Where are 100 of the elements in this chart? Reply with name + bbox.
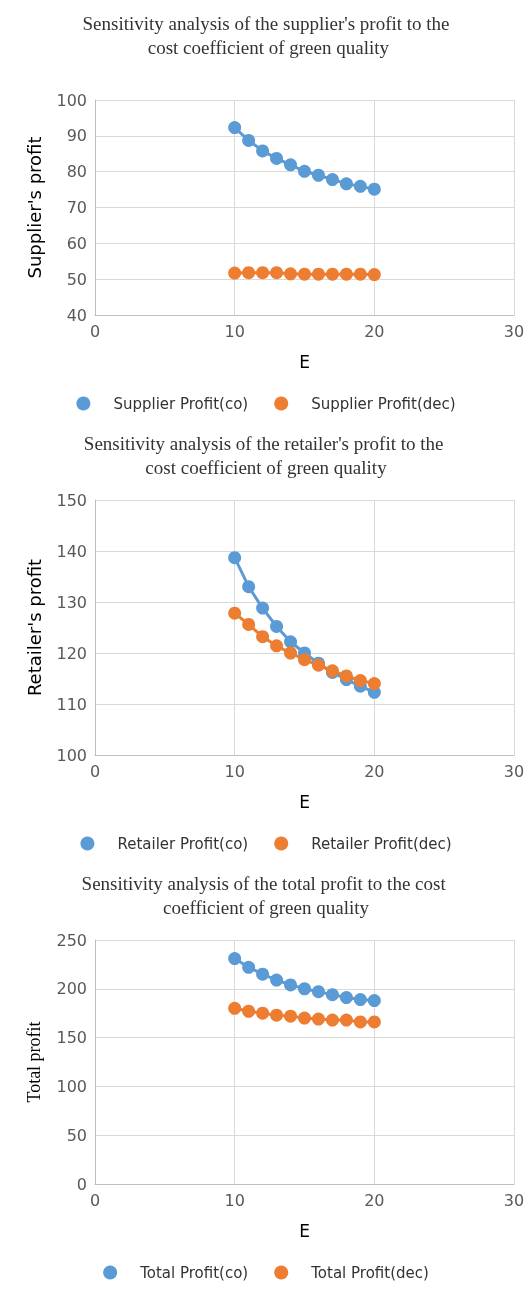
x-tick-label: 10 [224,321,245,341]
x-axis-title: E [299,1220,310,1241]
point [270,1008,284,1022]
point [311,267,325,281]
y-tick-label: 0 [76,1174,87,1194]
point [367,994,381,1008]
point [353,993,367,1007]
point [339,177,353,191]
point [284,646,298,660]
point [228,551,242,565]
point [242,266,256,280]
y-tick-label: 60 [66,233,87,253]
point [367,1015,381,1029]
point [242,133,256,147]
chart-title: Sensitivity analysis of the supplier's profit to the cost coefficient of green quality [82,12,450,58]
point [256,601,270,615]
point [339,991,353,1005]
point [284,978,298,992]
x-axis-title: E [299,351,310,372]
y-tick-label: 130 [56,592,87,612]
legend-label: Total Profit(co) [139,1263,249,1282]
chart-title: Sensitivity analysis of the total profit to the cost coefficient of green quality [81,872,451,918]
point [256,144,270,158]
y-tick-label: 90 [66,126,87,146]
x-tick-label: 30 [503,1190,525,1210]
x-tick-label: 10 [224,1190,245,1210]
y-axis-title: Retailer's profit [23,558,45,697]
x-tick-label: 20 [364,1190,385,1210]
y-tick-label: 40 [66,305,87,325]
point [339,1013,353,1027]
legend-label: Retailer Profit(co) [117,834,249,853]
point [339,267,353,281]
y-tick-label: 100 [56,90,87,110]
y-tick-label: 70 [66,198,87,217]
point [228,121,242,135]
point [242,580,256,594]
y-axis-title: Total profit [24,1021,44,1103]
point [325,1013,339,1027]
x-tick-label: 30 [503,321,525,341]
point [367,268,381,281]
point [367,677,381,691]
point [256,630,270,644]
point [325,267,339,281]
point [284,635,298,649]
x-tick-label: 20 [364,321,385,341]
y-tick-label: 80 [66,162,87,182]
legend-label: Supplier Profit(dec) [311,394,456,413]
point [325,173,339,187]
point [270,973,284,987]
point [353,1015,367,1029]
point [353,674,367,688]
x-axis-title: E [299,791,310,812]
point [256,266,270,280]
chart-title: Sensitivity analysis of the retailer's profit to the cost coefficient of green quality [83,432,449,478]
y-tick-label: 250 [56,930,87,950]
point [228,606,242,620]
point [284,158,298,172]
x-tick-label: 0 [89,1190,101,1210]
point [242,617,256,631]
point [270,266,284,280]
point [353,179,367,193]
point [339,669,353,683]
point [228,1001,242,1015]
y-tick-label: 50 [66,269,87,289]
point [270,151,284,165]
y-tick-label: 110 [56,694,87,714]
point [256,1006,270,1020]
point [367,182,381,196]
y-tick-label: 100 [56,745,87,765]
x-tick-label: 20 [364,761,385,781]
legend-label: Retailer Profit(dec) [311,834,452,853]
point [284,1009,298,1023]
x-tick-label: 0 [89,761,101,781]
point [298,1011,311,1025]
x-tick-label: 30 [503,761,525,781]
point [270,619,284,633]
point [242,960,256,974]
legend-label: Supplier Profit(co) [113,394,249,413]
point [311,985,325,999]
point [298,267,311,281]
y-tick-label: 150 [56,490,87,510]
legend-label: Total Profit(dec) [310,1263,429,1282]
x-tick-label: 0 [89,321,101,341]
point [353,267,367,281]
point [256,967,270,981]
point [325,988,339,1002]
y-tick-label: 140 [56,541,87,561]
point [284,267,298,281]
y-tick-label: 100 [56,1076,87,1096]
point [298,982,311,996]
y-tick-label: 120 [56,643,87,663]
point [228,266,242,280]
y-tick-label: 200 [56,979,87,999]
y-tick-label: 50 [66,1125,87,1145]
point [228,952,242,966]
point [298,164,311,178]
point [311,168,325,182]
point [242,1004,256,1018]
y-axis-title: Supplier's profit [23,136,45,279]
point [311,1012,325,1026]
